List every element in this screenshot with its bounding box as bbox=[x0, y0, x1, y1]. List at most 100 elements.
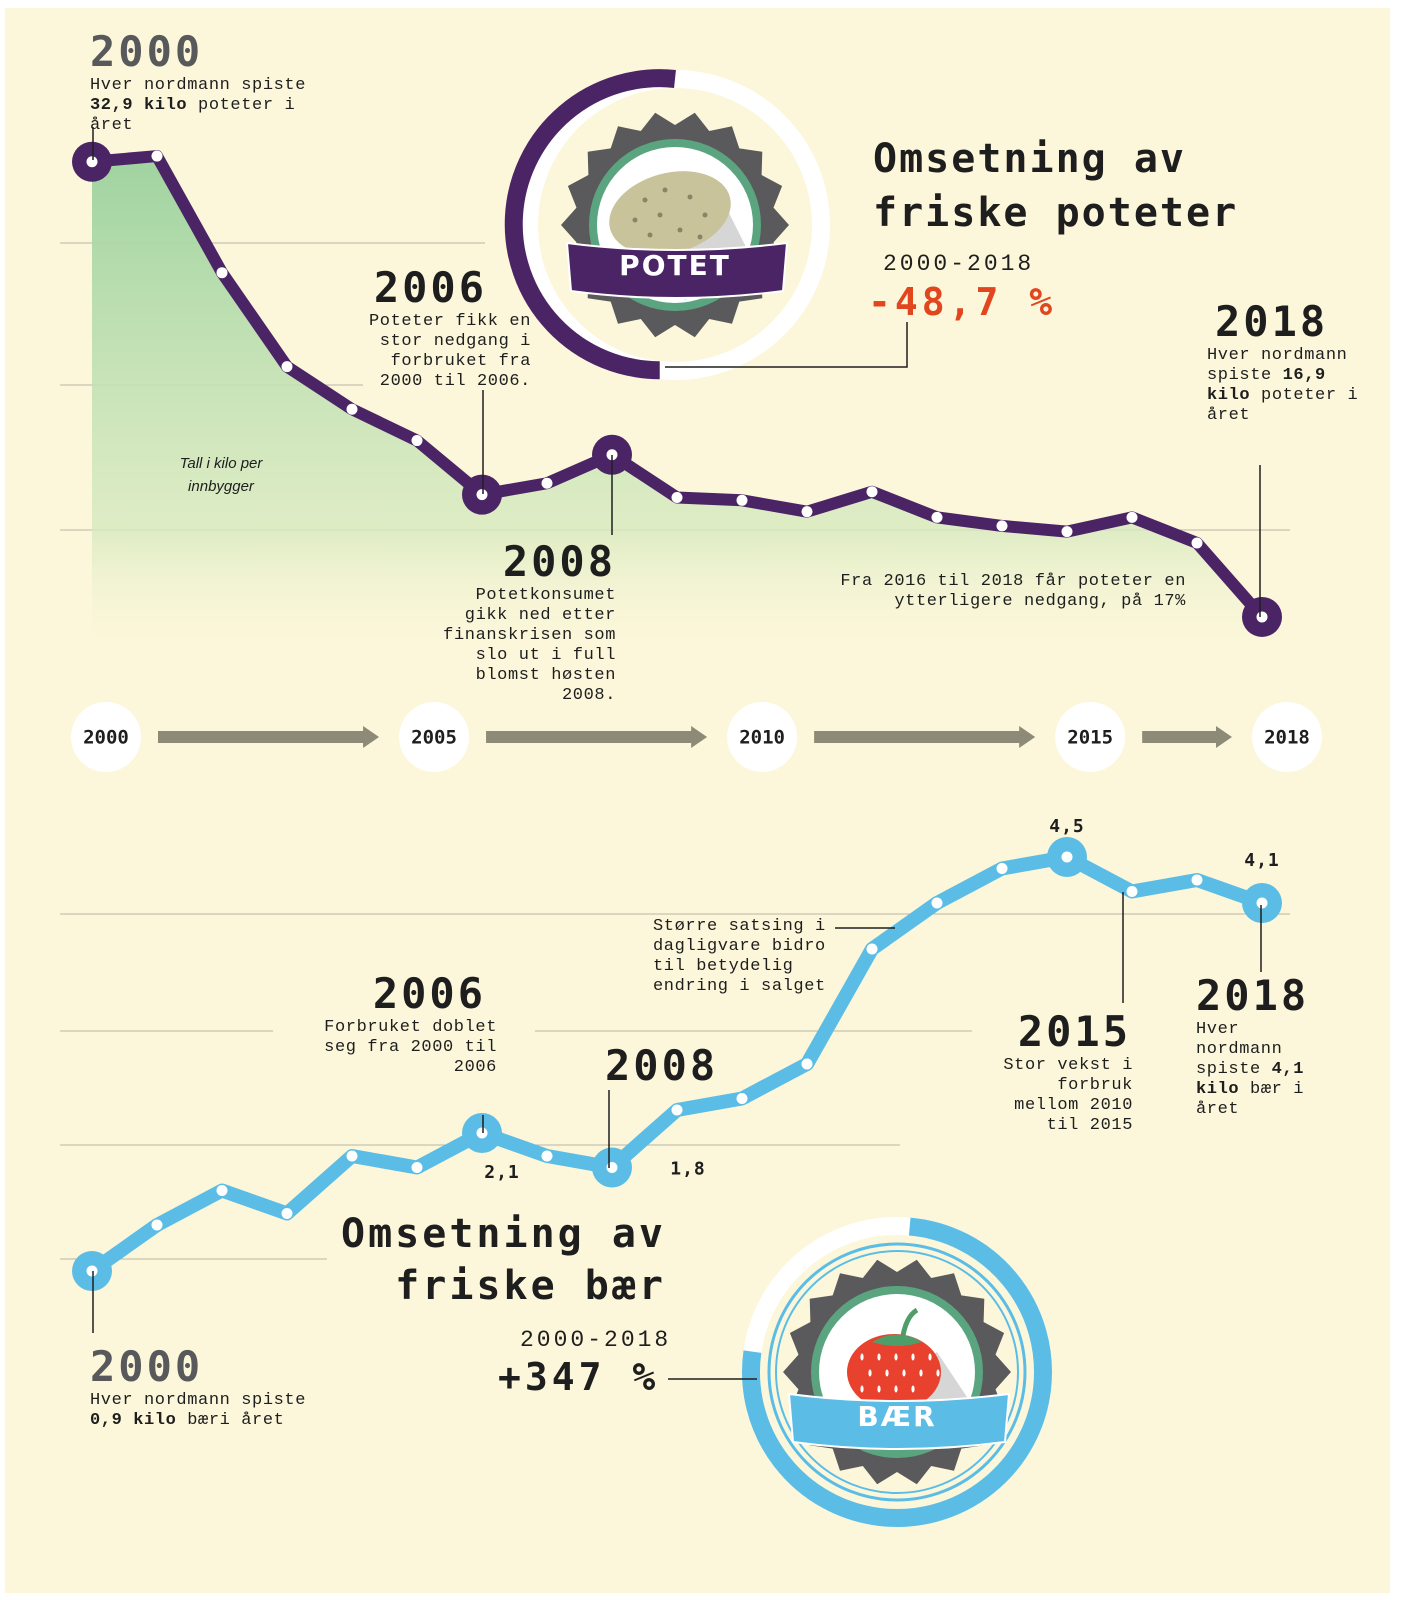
annotation-text-part: Større satsing i dagligvare bidro til be… bbox=[653, 917, 826, 996]
timeline-arrowhead bbox=[1019, 726, 1035, 748]
point bbox=[347, 1151, 358, 1162]
point bbox=[1062, 852, 1073, 863]
banner-text: POTET bbox=[619, 249, 731, 282]
strawberry-seed bbox=[911, 1386, 914, 1393]
point bbox=[152, 151, 163, 162]
annotation-text: Hver nordmann spiste 4,1 kilo bær i året bbox=[1196, 1020, 1326, 1120]
strawberry-seed bbox=[894, 1354, 897, 1361]
annotation-year: 2018 bbox=[1215, 298, 1359, 346]
chart-title: Omsetning av friske poteter bbox=[873, 132, 1273, 240]
x-tick-label: 2018 bbox=[1264, 727, 1310, 749]
annotation-text-part: bæri året bbox=[187, 1411, 284, 1430]
timeline-arrow bbox=[1142, 731, 1218, 743]
change-label: +347 % bbox=[498, 1355, 659, 1399]
annotation: 2008 bbox=[605, 1042, 735, 1090]
potato-eye bbox=[678, 228, 683, 233]
annotation-text: Fra 2016 til 2018 får poteter en ytterli… bbox=[806, 572, 1186, 612]
point bbox=[542, 478, 553, 489]
strawberry-seed bbox=[860, 1354, 863, 1361]
annotation: 2008Potetkonsumet gikk ned etter finansk… bbox=[430, 538, 616, 706]
strawberry-seed bbox=[911, 1354, 914, 1361]
change-label: -48,7 % bbox=[868, 280, 1056, 324]
potato-eye bbox=[633, 218, 638, 223]
point bbox=[802, 1059, 813, 1070]
potato-eye bbox=[688, 195, 693, 200]
point bbox=[542, 1151, 553, 1162]
timeline-arrow bbox=[814, 731, 1021, 743]
point bbox=[1127, 512, 1138, 523]
annotation-text-part: Fra 2016 til 2018 får poteter en ytterli… bbox=[840, 572, 1186, 611]
annotation-text: Forbruket doblet seg fra 2000 til 2006 bbox=[315, 1018, 497, 1078]
x-tick-label: 2000 bbox=[83, 727, 129, 749]
annotation-year: 2006 bbox=[315, 970, 486, 1018]
potato-eye bbox=[663, 188, 668, 193]
annotation-text-part: Hver nordmann spiste bbox=[90, 76, 306, 95]
point bbox=[1192, 875, 1203, 886]
annotation-text-part: Hver nordmann spiste bbox=[1207, 346, 1347, 385]
strawberry-seed bbox=[894, 1386, 897, 1393]
annotation-text: Hver nordmann spiste 32,9 kilo poteter i… bbox=[90, 76, 340, 136]
annotation-year: 2008 bbox=[605, 1042, 735, 1090]
strawberry-seed bbox=[902, 1370, 905, 1377]
timeline-arrow bbox=[158, 731, 365, 743]
point bbox=[1127, 886, 1138, 897]
strawberry-seed bbox=[928, 1354, 931, 1361]
x-tick-label: 2010 bbox=[739, 727, 785, 749]
point bbox=[282, 361, 293, 372]
annotation-text-part: Poteter fikk en stor nedgang i forbruket… bbox=[369, 312, 531, 391]
value-label: 2,1 bbox=[484, 1162, 520, 1183]
annotation: Fra 2016 til 2018 får poteter en ytterli… bbox=[806, 572, 1186, 612]
potato-eye bbox=[658, 213, 663, 218]
point bbox=[997, 863, 1008, 874]
annotation-text-part: Hver nordmann spiste bbox=[90, 1391, 306, 1410]
point bbox=[412, 1162, 423, 1173]
point bbox=[607, 1162, 618, 1173]
strawberry-seed bbox=[868, 1370, 871, 1377]
potato-eye bbox=[648, 233, 653, 238]
value-label: 4,1 bbox=[1244, 850, 1280, 871]
point bbox=[932, 898, 943, 909]
strawberry-seed bbox=[877, 1354, 880, 1361]
annotation-highlight: 0,9 kilo bbox=[90, 1411, 176, 1430]
strawberry-seed bbox=[936, 1370, 939, 1377]
value-label: 1,8 bbox=[670, 1159, 706, 1180]
annotation-text: Hver nordmann spiste 0,9 kilo bæri året bbox=[90, 1391, 340, 1431]
point bbox=[737, 495, 748, 506]
annotation-text: Større satsing i dagligvare bidro til be… bbox=[653, 917, 839, 997]
annotation-text: Potetkonsumet gikk ned etter finanskrise… bbox=[430, 586, 616, 706]
potato-eye bbox=[698, 235, 703, 240]
point bbox=[217, 1185, 228, 1196]
annotation-text-part: Forbruket doblet seg fra 2000 til 2006 bbox=[324, 1018, 497, 1077]
point bbox=[87, 156, 98, 167]
banner-text: BÆR bbox=[857, 1400, 936, 1433]
point bbox=[1257, 611, 1268, 622]
annotation-year: 2008 bbox=[430, 538, 616, 586]
x-tick-label: 2005 bbox=[411, 727, 457, 749]
point bbox=[1062, 526, 1073, 537]
annotation-year: 2006 bbox=[355, 264, 487, 312]
point bbox=[1257, 898, 1268, 909]
point bbox=[802, 506, 813, 517]
potato-eye bbox=[643, 198, 648, 203]
strawberry-seed bbox=[860, 1386, 863, 1393]
point bbox=[997, 520, 1008, 531]
infographic: POTETBÆR200020052010201520182,11,84,54,1… bbox=[0, 0, 1417, 1598]
point bbox=[932, 512, 943, 523]
timeline-arrowhead bbox=[691, 726, 707, 748]
timeline-arrowhead bbox=[363, 726, 379, 748]
annotation-text-part: Potetkonsumet gikk ned etter finanskrise… bbox=[443, 586, 616, 705]
point bbox=[87, 1266, 98, 1277]
annotation: Større satsing i dagligvare bidro til be… bbox=[653, 917, 839, 997]
unit-note: Tall i kilo per innbygger bbox=[161, 452, 281, 498]
point bbox=[412, 435, 423, 446]
annotation-year: 2000 bbox=[90, 1343, 340, 1391]
annotation-text-part: Stor vekst i forbruk mellom 2010 til 201… bbox=[1003, 1056, 1133, 1135]
point bbox=[737, 1093, 748, 1104]
point bbox=[1192, 537, 1203, 548]
annotation: 2018Hver nordmann spiste 16,9 kilo potet… bbox=[1207, 298, 1367, 426]
potato-eye bbox=[703, 213, 708, 218]
annotation-text: Stor vekst i forbruk mellom 2010 til 201… bbox=[1000, 1056, 1133, 1136]
annotation-year: 2018 bbox=[1196, 972, 1326, 1020]
